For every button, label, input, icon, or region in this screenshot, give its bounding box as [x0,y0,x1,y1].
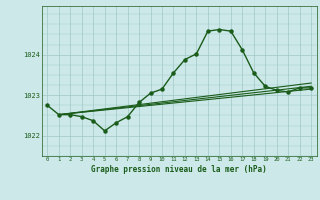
X-axis label: Graphe pression niveau de la mer (hPa): Graphe pression niveau de la mer (hPa) [91,165,267,174]
